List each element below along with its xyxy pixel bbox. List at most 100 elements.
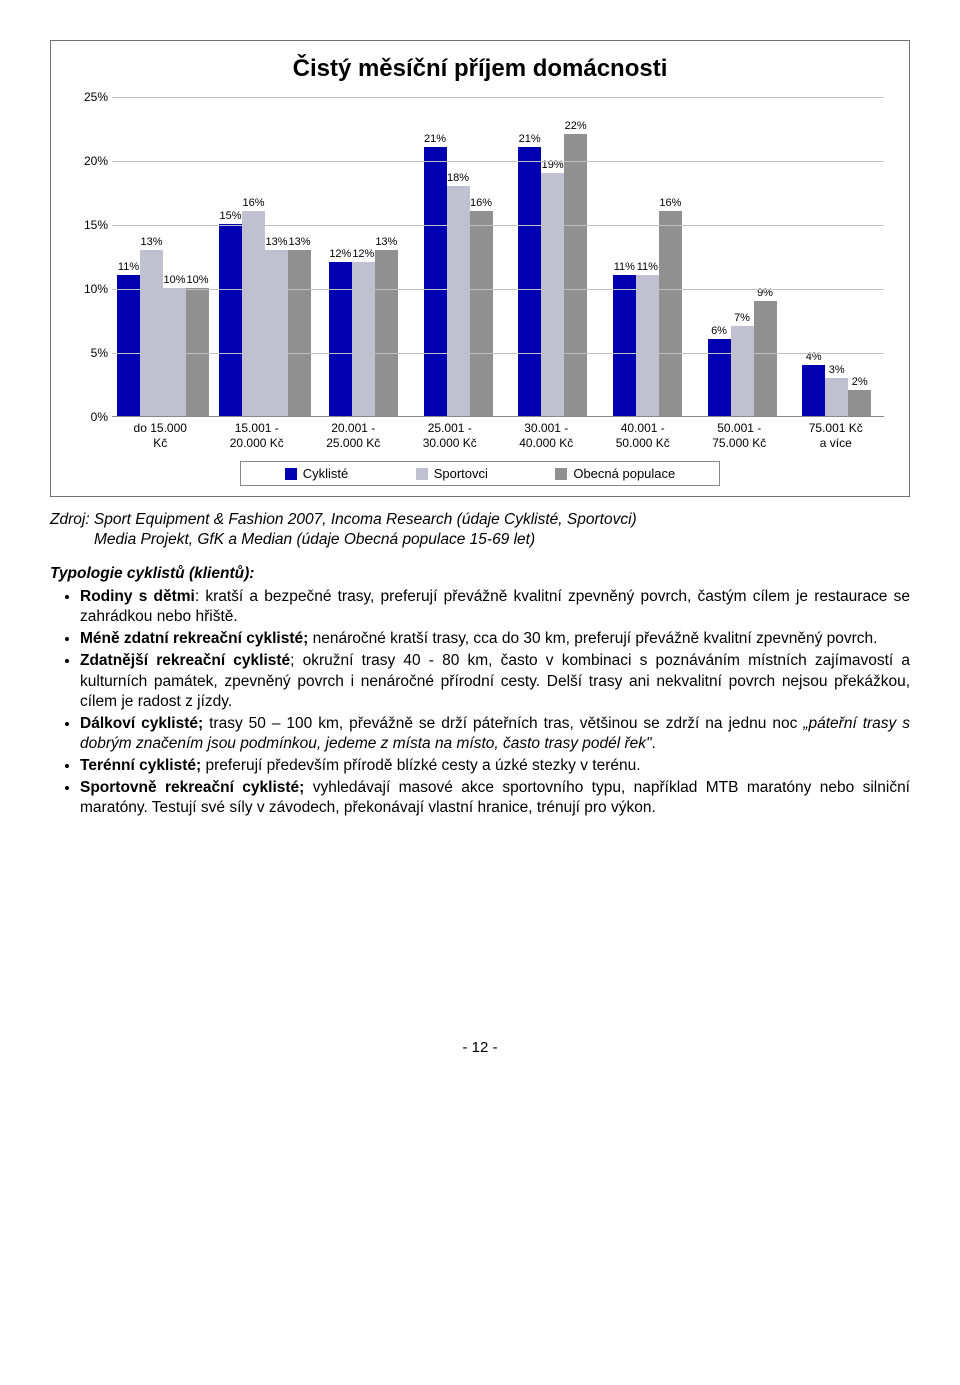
bar-value-label: 3%	[829, 364, 845, 376]
gridline	[112, 97, 884, 98]
legend-label: Cyklisté	[303, 466, 349, 481]
bullet-lead: Méně zdatní rekreační cyklisté;	[80, 630, 308, 647]
x-axis-label: do 15.000Kč	[112, 421, 209, 451]
bar: 19%	[541, 173, 564, 416]
bar-value-label: 2%	[852, 376, 868, 388]
bar: 3%	[825, 378, 848, 416]
y-axis-label: 5%	[70, 346, 108, 360]
source-line-2: Media Projekt, GfK a Median (údaje Obecn…	[94, 531, 910, 549]
bar-value-label: 21%	[424, 133, 446, 145]
bar: 21%	[518, 147, 541, 416]
bar-value-label: 16%	[470, 197, 492, 209]
bar-value-label: 6%	[711, 325, 727, 337]
legend-label: Obecná populace	[573, 466, 675, 481]
legend-item: Sportovci	[416, 466, 488, 481]
bar: 10%	[186, 288, 209, 416]
plot-area: 11%13%10%10%15%16%13%13%12%12%13%21%18%1…	[112, 97, 884, 417]
legend-swatch	[416, 468, 428, 480]
list-item: Rodiny s dětmi: kratší a bezpečné trasy,…	[80, 587, 910, 627]
plot-wrap: 11%13%10%10%15%16%13%13%12%12%13%21%18%1…	[112, 97, 884, 451]
gridline	[112, 353, 884, 354]
gridline	[112, 289, 884, 290]
bullet-lead: Rodiny s dětmi	[80, 588, 195, 605]
bar-value-label: 13%	[375, 236, 397, 248]
list-item: Sportovně rekreační cyklisté; vyhledávaj…	[80, 778, 910, 818]
bar: 7%	[731, 326, 754, 416]
bar-group: 6%7%9%	[695, 97, 790, 416]
list-item: Méně zdatní rekreační cyklisté; nenáročn…	[80, 629, 910, 649]
bar-group: 12%12%13%	[316, 97, 411, 416]
bar-group: 4%3%2%	[789, 97, 884, 416]
bar: 13%	[288, 250, 311, 416]
bar: 11%	[613, 275, 636, 416]
bar: 18%	[447, 186, 470, 416]
bar-group: 21%18%16%	[411, 97, 506, 416]
y-axis-label: 25%	[70, 90, 108, 104]
bar-value-label: 21%	[519, 133, 541, 145]
bullet-lead: Sportovně rekreační cyklisté;	[80, 779, 304, 796]
chart-container: Čistý měsíční příjem domácnosti 11%13%10…	[50, 40, 910, 497]
x-axis-label: 25.001 -30.000 Kč	[402, 421, 499, 451]
bullet-body: preferují především přírodě blízké cesty…	[206, 757, 641, 774]
legend-label: Sportovci	[434, 466, 488, 481]
bar: 16%	[470, 211, 493, 416]
bar-value-label: 11%	[614, 261, 635, 273]
bar-value-label: 10%	[163, 274, 185, 286]
bar: 16%	[659, 211, 682, 416]
bar: 13%	[265, 250, 288, 416]
bar-value-label: 16%	[659, 197, 681, 209]
bar: 22%	[564, 134, 587, 416]
bullet-lead: Dálkoví cyklisté;	[80, 715, 203, 732]
bar: 13%	[375, 250, 398, 416]
bullet-lead: Zdatnější rekreační cyklisté	[80, 652, 290, 669]
gridline	[112, 225, 884, 226]
x-axis-label: 40.001 -50.000 Kč	[595, 421, 692, 451]
x-axis-label: 50.001 -75.000 Kč	[691, 421, 788, 451]
x-axis-label: 30.001 -40.000 Kč	[498, 421, 595, 451]
bar: 12%	[329, 262, 352, 416]
bar: 4%	[802, 365, 825, 416]
bullet-lead: Terénní cyklisté;	[80, 757, 201, 774]
bar: 16%	[242, 211, 265, 416]
bar-value-label: 13%	[140, 236, 162, 248]
bar-value-label: 12%	[352, 248, 374, 260]
source-line-1: Zdroj: Sport Equipment & Fashion 2007, I…	[50, 511, 910, 529]
list-item: Terénní cyklisté; preferují především př…	[80, 756, 910, 776]
bar: 2%	[848, 390, 871, 416]
y-axis-label: 10%	[70, 282, 108, 296]
bar-value-label: 15%	[219, 210, 241, 222]
typology-list: Rodiny s dětmi: kratší a bezpečné trasy,…	[80, 587, 910, 819]
bar: 21%	[424, 147, 447, 416]
bar-group: 21%19%22%	[505, 97, 600, 416]
bullet-body-post: .	[652, 735, 656, 752]
y-axis-label: 0%	[70, 410, 108, 424]
x-axis-label: 20.001 -25.000 Kč	[305, 421, 402, 451]
bar: 11%	[117, 275, 140, 416]
legend-item: Obecná populace	[555, 466, 675, 481]
gridline	[112, 161, 884, 162]
bullet-body-pre: trasy 50 – 100 km, převážně se drží páte…	[209, 715, 803, 732]
bar-value-label: 13%	[265, 236, 287, 248]
y-axis-label: 20%	[70, 154, 108, 168]
chart-title: Čistý měsíční příjem domácnosti	[66, 55, 894, 83]
list-item: Zdatnější rekreační cyklisté; okružní tr…	[80, 651, 910, 711]
bar: 6%	[708, 339, 731, 416]
bar-value-label: 16%	[242, 197, 264, 209]
bar-group: 11%11%16%	[600, 97, 695, 416]
bar: 9%	[754, 301, 777, 416]
bar-groups: 11%13%10%10%15%16%13%13%12%12%13%21%18%1…	[112, 97, 884, 416]
bullet-body: kratší a bezpečné trasy, preferují převá…	[80, 588, 910, 625]
x-axis-labels: do 15.000Kč15.001 -20.000 Kč20.001 -25.0…	[112, 421, 884, 451]
bar-value-label: 11%	[637, 261, 658, 273]
x-axis-label: 15.001 -20.000 Kč	[209, 421, 306, 451]
legend-swatch	[555, 468, 567, 480]
bar-group: 15%16%13%13%	[214, 97, 316, 416]
legend-item: Cyklisté	[285, 466, 349, 481]
bar-value-label: 12%	[329, 248, 351, 260]
bar-value-label: 22%	[565, 120, 587, 132]
typology-title: Typologie cyklistů (klientů):	[50, 565, 910, 583]
page-number: - 12 -	[50, 1039, 910, 1056]
list-item: Dálkoví cyklisté; trasy 50 – 100 km, pře…	[80, 714, 910, 754]
bar: 15%	[219, 224, 242, 416]
bar: 13%	[140, 250, 163, 416]
